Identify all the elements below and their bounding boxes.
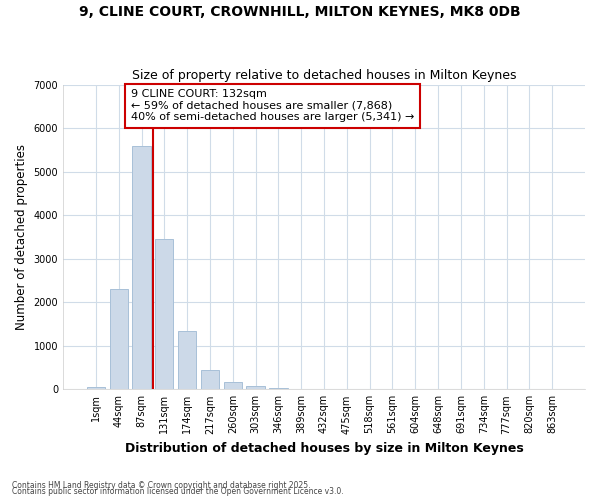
Bar xyxy=(224,382,242,390)
Text: 9 CLINE COURT: 132sqm
← 59% of detached houses are smaller (7,868)
40% of semi-d: 9 CLINE COURT: 132sqm ← 59% of detached … xyxy=(131,89,414,122)
Text: Contains HM Land Registry data © Crown copyright and database right 2025.: Contains HM Land Registry data © Crown c… xyxy=(12,481,311,490)
Title: Size of property relative to detached houses in Milton Keynes: Size of property relative to detached ho… xyxy=(132,69,516,82)
Bar xyxy=(247,386,265,390)
Y-axis label: Number of detached properties: Number of detached properties xyxy=(15,144,28,330)
Text: 9, CLINE COURT, CROWNHILL, MILTON KEYNES, MK8 0DB: 9, CLINE COURT, CROWNHILL, MILTON KEYNES… xyxy=(79,5,521,19)
Bar xyxy=(133,146,151,390)
Bar xyxy=(269,388,287,390)
X-axis label: Distribution of detached houses by size in Milton Keynes: Distribution of detached houses by size … xyxy=(125,442,523,455)
Bar xyxy=(110,289,128,390)
Bar xyxy=(87,387,105,390)
Bar xyxy=(178,330,196,390)
Text: Contains public sector information licensed under the Open Government Licence v3: Contains public sector information licen… xyxy=(12,487,344,496)
Bar xyxy=(155,239,173,390)
Bar xyxy=(201,370,219,390)
